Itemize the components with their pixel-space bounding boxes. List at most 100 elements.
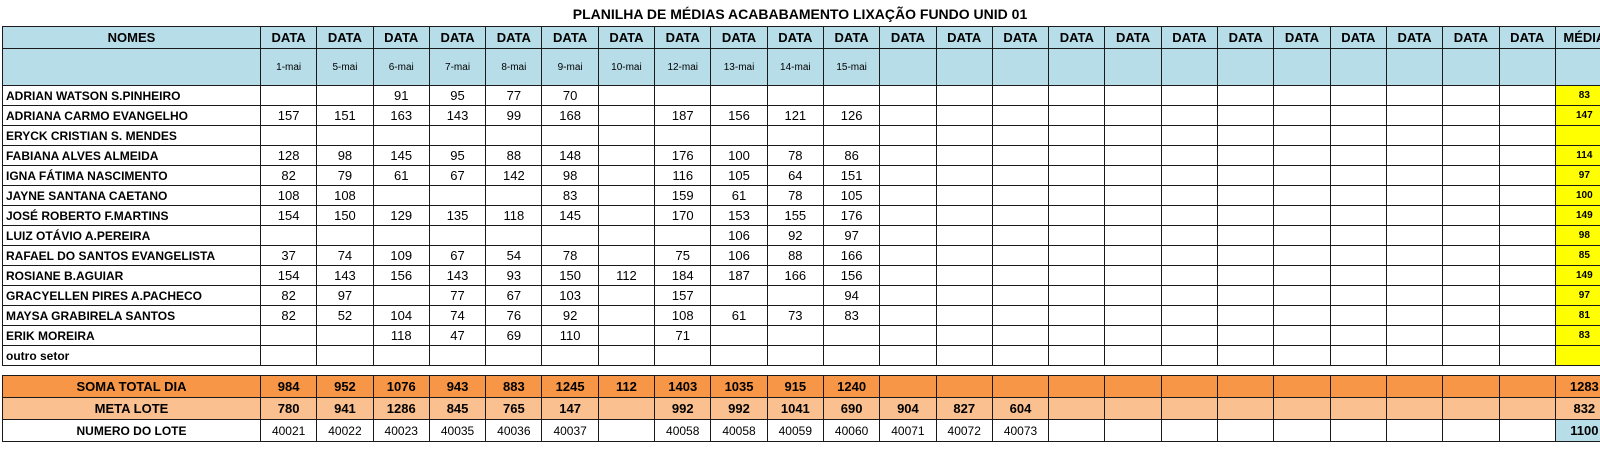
value-cell[interactable]: 97 xyxy=(316,285,374,306)
total-row-cell[interactable] xyxy=(1385,375,1444,398)
value-cell[interactable]: 176 xyxy=(654,145,712,166)
value-cell[interactable] xyxy=(1217,185,1275,206)
value-cell[interactable] xyxy=(766,85,824,106)
worker-name[interactable]: ERIK MOREIRA xyxy=(2,325,261,346)
value-cell[interactable]: 83 xyxy=(822,305,881,326)
value-cell[interactable] xyxy=(372,185,430,206)
value-cell[interactable] xyxy=(1048,205,1106,226)
value-cell[interactable] xyxy=(654,225,712,246)
meta-row-cell[interactable] xyxy=(1385,397,1444,420)
value-cell[interactable] xyxy=(1048,245,1106,266)
value-cell[interactable]: 135 xyxy=(428,205,487,226)
value-cell[interactable] xyxy=(1273,225,1331,246)
total-row-cell[interactable]: 1403 xyxy=(654,375,712,398)
value-cell[interactable] xyxy=(372,125,430,146)
media-cell[interactable]: 83 xyxy=(1554,85,1600,106)
value-cell[interactable] xyxy=(1442,345,1500,366)
value-cell[interactable] xyxy=(1273,205,1331,226)
value-cell[interactable] xyxy=(1385,245,1444,266)
value-cell[interactable] xyxy=(428,345,487,366)
total-row-cell[interactable] xyxy=(935,375,993,398)
value-cell[interactable] xyxy=(1385,105,1444,126)
lote-row-cell[interactable] xyxy=(1160,419,1219,442)
value-cell[interactable] xyxy=(1442,245,1500,266)
value-cell[interactable] xyxy=(935,205,993,226)
value-cell[interactable] xyxy=(485,125,543,146)
value-cell[interactable] xyxy=(935,85,993,106)
value-cell[interactable] xyxy=(879,165,937,186)
value-cell[interactable] xyxy=(1442,305,1500,326)
value-cell[interactable]: 103 xyxy=(541,285,599,306)
value-cell[interactable] xyxy=(710,325,768,346)
value-cell[interactable]: 110 xyxy=(541,325,599,346)
value-cell[interactable] xyxy=(879,285,937,306)
media-cell[interactable] xyxy=(1554,125,1600,146)
value-cell[interactable] xyxy=(316,125,374,146)
value-cell[interactable] xyxy=(1273,285,1331,306)
value-cell[interactable] xyxy=(1385,305,1444,326)
value-cell[interactable] xyxy=(1498,185,1556,206)
value-cell[interactable] xyxy=(485,185,543,206)
value-cell[interactable] xyxy=(991,225,1050,246)
value-cell[interactable] xyxy=(372,345,430,366)
value-cell[interactable]: 95 xyxy=(428,85,487,106)
lote-row-cell[interactable] xyxy=(1104,419,1162,442)
value-cell[interactable] xyxy=(991,85,1050,106)
value-cell[interactable] xyxy=(316,85,374,106)
meta-row-cell[interactable]: 904 xyxy=(879,397,937,420)
lote-row-cell[interactable] xyxy=(1273,419,1331,442)
value-cell[interactable] xyxy=(935,325,993,346)
value-cell[interactable] xyxy=(991,245,1050,266)
value-cell[interactable] xyxy=(1442,85,1500,106)
value-cell[interactable] xyxy=(1104,225,1162,246)
value-cell[interactable] xyxy=(1217,245,1275,266)
value-cell[interactable] xyxy=(1385,145,1444,166)
value-cell[interactable] xyxy=(1329,185,1387,206)
value-cell[interactable]: 166 xyxy=(822,245,881,266)
value-cell[interactable] xyxy=(879,245,937,266)
value-cell[interactable]: 98 xyxy=(541,165,599,186)
value-cell[interactable] xyxy=(1104,165,1162,186)
value-cell[interactable]: 143 xyxy=(428,265,487,286)
worker-name[interactable]: ADRIAN WATSON S.PINHEIRO xyxy=(2,85,261,106)
value-cell[interactable] xyxy=(1329,265,1387,286)
value-cell[interactable]: 70 xyxy=(541,85,599,106)
value-cell[interactable] xyxy=(1329,225,1387,246)
value-cell[interactable] xyxy=(1329,205,1387,226)
value-cell[interactable]: 82 xyxy=(259,285,318,306)
worker-name[interactable]: outro setor xyxy=(2,345,261,366)
value-cell[interactable]: 143 xyxy=(428,105,487,126)
value-cell[interactable] xyxy=(991,205,1050,226)
value-cell[interactable]: 156 xyxy=(822,265,881,286)
value-cell[interactable] xyxy=(1048,345,1106,366)
value-cell[interactable] xyxy=(766,285,824,306)
value-cell[interactable] xyxy=(1498,145,1556,166)
value-cell[interactable]: 104 xyxy=(372,305,430,326)
value-cell[interactable]: 98 xyxy=(316,145,374,166)
value-cell[interactable] xyxy=(1048,125,1106,146)
total-row-cell[interactable] xyxy=(1273,375,1331,398)
value-cell[interactable] xyxy=(1498,245,1556,266)
value-cell[interactable] xyxy=(597,345,656,366)
value-cell[interactable]: 143 xyxy=(316,265,374,286)
value-cell[interactable] xyxy=(259,345,318,366)
value-cell[interactable]: 145 xyxy=(541,205,599,226)
value-cell[interactable] xyxy=(822,325,881,346)
value-cell[interactable] xyxy=(935,185,993,206)
value-cell[interactable] xyxy=(1442,185,1500,206)
value-cell[interactable] xyxy=(1329,145,1387,166)
lote-row-cell[interactable] xyxy=(1385,419,1444,442)
value-cell[interactable] xyxy=(935,345,993,366)
value-cell[interactable] xyxy=(935,225,993,246)
value-cell[interactable] xyxy=(1498,205,1556,226)
worker-name[interactable]: JAYNE SANTANA CAETANO xyxy=(2,185,261,206)
value-cell[interactable]: 156 xyxy=(710,105,768,126)
value-cell[interactable] xyxy=(1217,345,1275,366)
value-cell[interactable] xyxy=(935,125,993,146)
value-cell[interactable] xyxy=(597,325,656,346)
total-row-cell[interactable]: 1240 xyxy=(822,375,881,398)
value-cell[interactable] xyxy=(485,345,543,366)
value-cell[interactable]: 128 xyxy=(259,145,318,166)
worker-name[interactable]: JOSÉ ROBERTO F.MARTINS xyxy=(2,205,261,226)
value-cell[interactable]: 69 xyxy=(485,325,543,346)
